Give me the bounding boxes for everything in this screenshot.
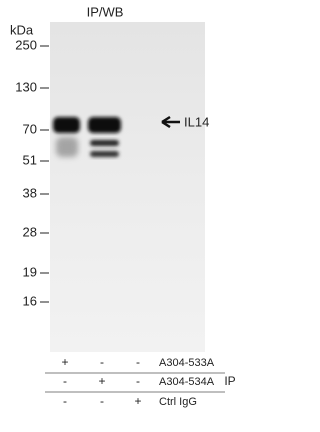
lane-sign: -: [63, 374, 67, 388]
lane-sign: +: [61, 355, 68, 369]
marker-label: 70: [23, 121, 37, 136]
marker-label: 250: [15, 37, 37, 52]
blot-membrane: [50, 22, 205, 352]
group-label: IP: [224, 374, 235, 388]
marker-label: 130: [15, 79, 37, 94]
lane-sign: -: [136, 355, 140, 369]
lane-sign: -: [100, 355, 104, 369]
blot-title: IP/WB: [87, 4, 124, 19]
band: [90, 140, 119, 146]
row-label: Ctrl IgG: [159, 396, 197, 408]
bands: [53, 117, 121, 157]
figure: IP/WB kDa IL14 IP 250 130 70 51 38 28 19 16 + - - A…: [10, 4, 236, 408]
band-label: IL14: [184, 114, 209, 129]
row-label: A304-534A: [159, 376, 215, 388]
lane-sign: -: [136, 374, 140, 388]
band: [90, 151, 119, 157]
marker-label: 28: [23, 224, 37, 239]
lane-sign: -: [63, 394, 67, 408]
marker-label: 16: [23, 293, 37, 308]
lane-sign: +: [98, 374, 105, 388]
band: [88, 117, 121, 133]
lane-sign: -: [100, 394, 104, 408]
band-arrow: [161, 115, 180, 129]
row-label: A304-533A: [159, 357, 215, 369]
band: [53, 117, 80, 133]
marker-label: 51: [23, 152, 37, 167]
band: [56, 137, 78, 157]
marker-label: 38: [23, 185, 37, 200]
lane-sign: +: [134, 394, 141, 408]
unit-label: kDa: [10, 22, 34, 37]
marker-label: 19: [23, 264, 37, 279]
